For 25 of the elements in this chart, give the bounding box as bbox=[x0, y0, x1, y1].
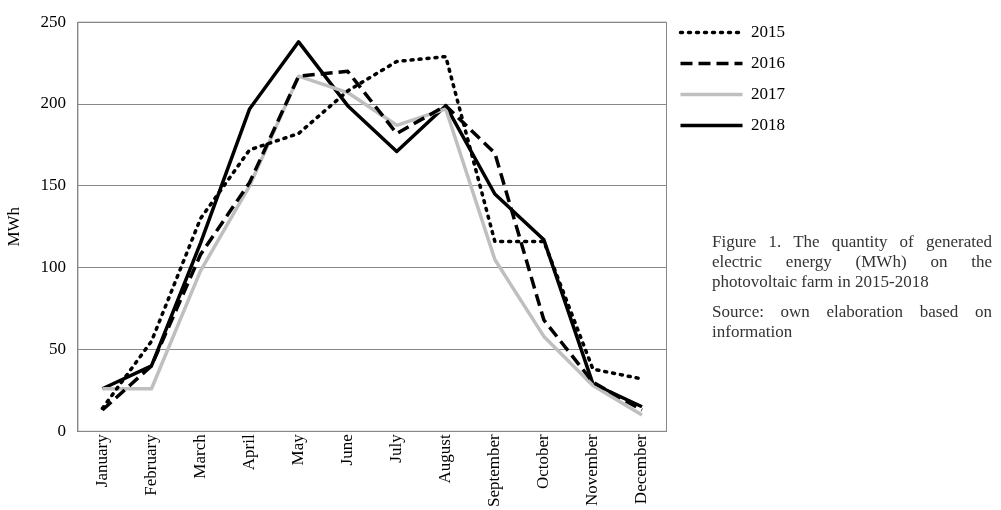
legend-label: 2015 bbox=[751, 21, 785, 41]
x-tick-label: August bbox=[435, 434, 455, 484]
y-tick-label: 0 bbox=[57, 420, 66, 440]
y-tick-label: 250 bbox=[40, 11, 66, 31]
y-tick-label: 50 bbox=[48, 338, 66, 358]
y-tick-label: 100 bbox=[40, 257, 66, 277]
y-tick-label: 150 bbox=[40, 175, 66, 195]
legend-label: 2018 bbox=[751, 114, 785, 134]
x-tick-label: February bbox=[140, 433, 160, 496]
y-axis-title: MWh bbox=[3, 206, 23, 247]
x-tick-label: May bbox=[288, 433, 308, 466]
text: Figure 1. The quantity of generated electric energy (MWh) on the photovoltaic farm in 2015-2018 bbox=[712, 232, 992, 292]
source-note: Source: own elaboration based on information bbox=[712, 302, 992, 342]
legend-label: 2016 bbox=[751, 52, 785, 72]
x-tick-label: March bbox=[189, 433, 209, 479]
x-tick-label: October bbox=[533, 433, 553, 490]
x-tick-label: April bbox=[239, 434, 259, 471]
x-tick-label: December bbox=[631, 433, 651, 505]
x-tick-label: July bbox=[386, 433, 406, 463]
y-tick-label: 200 bbox=[40, 93, 66, 113]
x-tick-label: September bbox=[484, 433, 504, 507]
x-tick-label: January bbox=[91, 433, 111, 488]
x-tick-label: November bbox=[582, 433, 602, 507]
x-tick-label: June bbox=[337, 434, 357, 466]
legend-label: 2017 bbox=[751, 83, 786, 103]
